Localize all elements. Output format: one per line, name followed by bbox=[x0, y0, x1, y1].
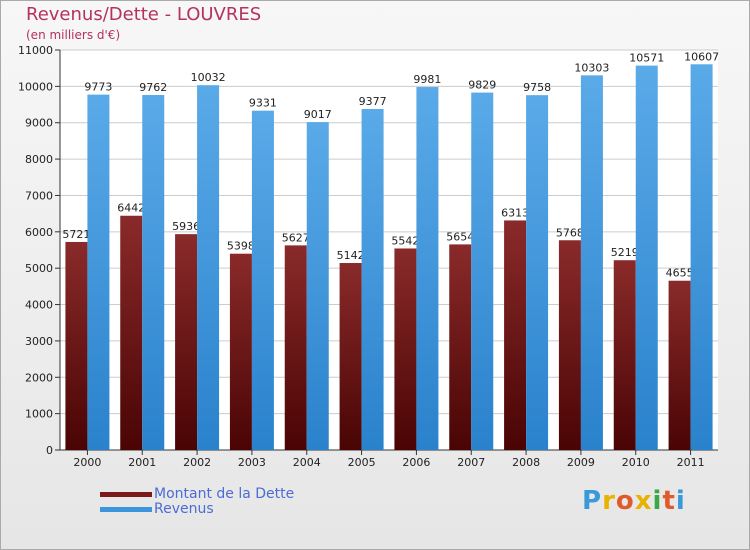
x-tick-label: 2006 bbox=[402, 456, 430, 469]
legend-item-revenus: Revenus bbox=[100, 501, 214, 517]
data-label-dette: 5219 bbox=[611, 246, 639, 259]
bar-revenus bbox=[471, 92, 494, 450]
chart-subtitle: (en milliers d'€) bbox=[26, 28, 121, 42]
y-tick-label: 9000 bbox=[25, 117, 53, 130]
bar-revenus bbox=[526, 95, 549, 450]
logo-letter: o bbox=[615, 486, 635, 516]
legend-swatch-dette bbox=[100, 491, 152, 497]
logo-letter: x bbox=[634, 486, 653, 516]
proxiti-logo: Proxiti bbox=[582, 486, 686, 516]
y-tick-label: 5000 bbox=[25, 262, 53, 275]
logo-letter: P bbox=[582, 486, 603, 516]
legend-swatch-revenus bbox=[100, 506, 152, 512]
chart-title: Revenus/Dette - LOUVRES bbox=[26, 4, 262, 25]
y-tick-label: 3000 bbox=[25, 335, 53, 348]
legend-label-revenus: Revenus bbox=[154, 501, 214, 517]
data-label-dette: 5627 bbox=[282, 231, 310, 244]
x-tick-label: 2010 bbox=[622, 456, 650, 469]
x-tick-label: 2000 bbox=[73, 456, 101, 469]
x-tick-label: 2008 bbox=[512, 456, 540, 469]
x-tick-label: 2005 bbox=[348, 456, 376, 469]
bar-revenus bbox=[306, 122, 329, 450]
data-label-revenus: 9758 bbox=[523, 81, 551, 94]
data-label-revenus: 10571 bbox=[629, 52, 664, 65]
data-label-dette: 5721 bbox=[62, 228, 90, 241]
bar-revenus bbox=[580, 75, 603, 450]
data-label-dette: 5654 bbox=[446, 230, 474, 243]
bar-dette bbox=[449, 244, 472, 450]
bar-dette bbox=[394, 248, 417, 450]
bar-revenus bbox=[635, 65, 658, 450]
bar-dette bbox=[668, 280, 691, 450]
x-tick-label: 2004 bbox=[293, 456, 321, 469]
data-label-revenus: 9762 bbox=[139, 81, 167, 94]
y-tick-label: 7000 bbox=[25, 189, 53, 202]
data-label-revenus: 10607 bbox=[684, 50, 719, 63]
data-label-revenus: 9773 bbox=[84, 81, 112, 94]
x-tick-label: 2011 bbox=[677, 456, 705, 469]
data-label-revenus: 9331 bbox=[249, 97, 277, 110]
y-tick-label: 4000 bbox=[25, 299, 53, 312]
y-tick-label: 1000 bbox=[25, 408, 53, 421]
data-label-dette: 6313 bbox=[501, 206, 529, 219]
bar-revenus bbox=[197, 85, 220, 450]
bar-dette bbox=[504, 220, 527, 450]
bar-revenus bbox=[416, 87, 439, 451]
data-label-revenus: 9981 bbox=[413, 73, 441, 86]
data-label-revenus: 10303 bbox=[574, 61, 609, 74]
x-tick-label: 2003 bbox=[238, 456, 266, 469]
bar-revenus bbox=[690, 64, 713, 451]
y-tick-label: 0 bbox=[46, 444, 53, 457]
bar-dette bbox=[613, 260, 636, 450]
data-label-revenus: 9017 bbox=[304, 108, 332, 121]
plot-area bbox=[60, 50, 718, 450]
data-label-dette: 4655 bbox=[666, 267, 694, 280]
bar-dette bbox=[558, 240, 581, 450]
y-tick-label: 6000 bbox=[25, 226, 53, 239]
data-label-revenus: 10032 bbox=[191, 71, 226, 84]
logo-letter: r bbox=[602, 486, 616, 516]
bar-dette bbox=[120, 215, 143, 450]
bar-revenus bbox=[142, 95, 165, 450]
data-label-dette: 5768 bbox=[556, 226, 584, 239]
bar-revenus bbox=[251, 110, 274, 450]
data-label-dette: 6442 bbox=[117, 202, 145, 215]
legend-item-dette: Montant de la Dette bbox=[100, 486, 294, 502]
data-label-revenus: 9377 bbox=[359, 95, 387, 108]
x-tick-label: 2001 bbox=[128, 456, 156, 469]
bar-dette bbox=[229, 253, 252, 450]
bar-dette bbox=[65, 241, 88, 450]
bar-dette bbox=[175, 234, 198, 450]
data-label-dette: 5398 bbox=[227, 240, 255, 253]
logo-letter: i bbox=[652, 486, 663, 516]
data-label-dette: 5542 bbox=[391, 234, 419, 247]
x-tick-label: 2007 bbox=[457, 456, 485, 469]
legend-label-dette: Montant de la Dette bbox=[154, 486, 295, 502]
bar-revenus bbox=[361, 109, 384, 450]
y-tick-label: 8000 bbox=[25, 153, 53, 166]
data-label-dette: 5142 bbox=[337, 249, 365, 262]
x-tick-label: 2002 bbox=[183, 456, 211, 469]
bar-revenus bbox=[87, 94, 110, 451]
x-tick-label: 2009 bbox=[567, 456, 595, 469]
bar-dette bbox=[284, 245, 307, 450]
y-tick-label: 10000 bbox=[18, 80, 53, 93]
data-label-dette: 5936 bbox=[172, 220, 200, 233]
logo-letter: i bbox=[675, 486, 686, 516]
logo-letter: t bbox=[662, 486, 676, 516]
y-tick-label: 11000 bbox=[18, 44, 53, 57]
data-label-revenus: 9829 bbox=[468, 79, 496, 92]
y-tick-label: 2000 bbox=[25, 371, 53, 384]
bar-dette bbox=[339, 263, 362, 450]
